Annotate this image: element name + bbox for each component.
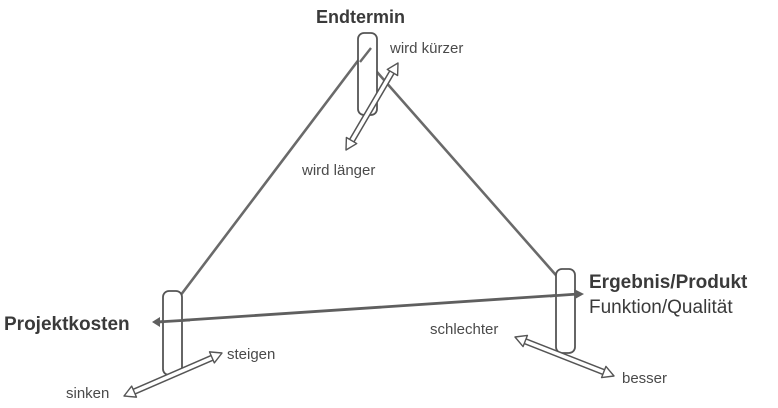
label-wird-laenger: wird länger — [302, 162, 376, 179]
label-schlechter: schlechter — [430, 321, 499, 338]
double-arrow-projektkosten — [120, 346, 226, 403]
label-besser: besser — [622, 370, 668, 387]
edge-top-right — [375, 70, 564, 284]
double-arrow-endtermin — [340, 59, 404, 154]
label-endtermin: Endtermin — [316, 7, 406, 27]
edge-arrow-tip-right — [574, 289, 584, 299]
label-ergebnis-produkt: Ergebnis/Produkt — [589, 272, 748, 293]
edge-bottom — [155, 292, 580, 324]
label-sinken: sinken — [66, 385, 110, 402]
slider-ergebnis — [555, 268, 576, 354]
double-arrow-ergebnis — [512, 330, 617, 383]
edge-top-left — [172, 56, 362, 306]
label-steigen: steigen — [227, 346, 276, 363]
label-wird-kuerzer: wird kürzer — [390, 40, 464, 57]
slider-projektkosten — [162, 290, 183, 376]
label-projektkosten: Projektkosten — [4, 314, 130, 335]
edge-arrow-tip-left — [152, 317, 160, 327]
label-funktion-qualitaet: Funktion/Qualität — [589, 297, 733, 318]
